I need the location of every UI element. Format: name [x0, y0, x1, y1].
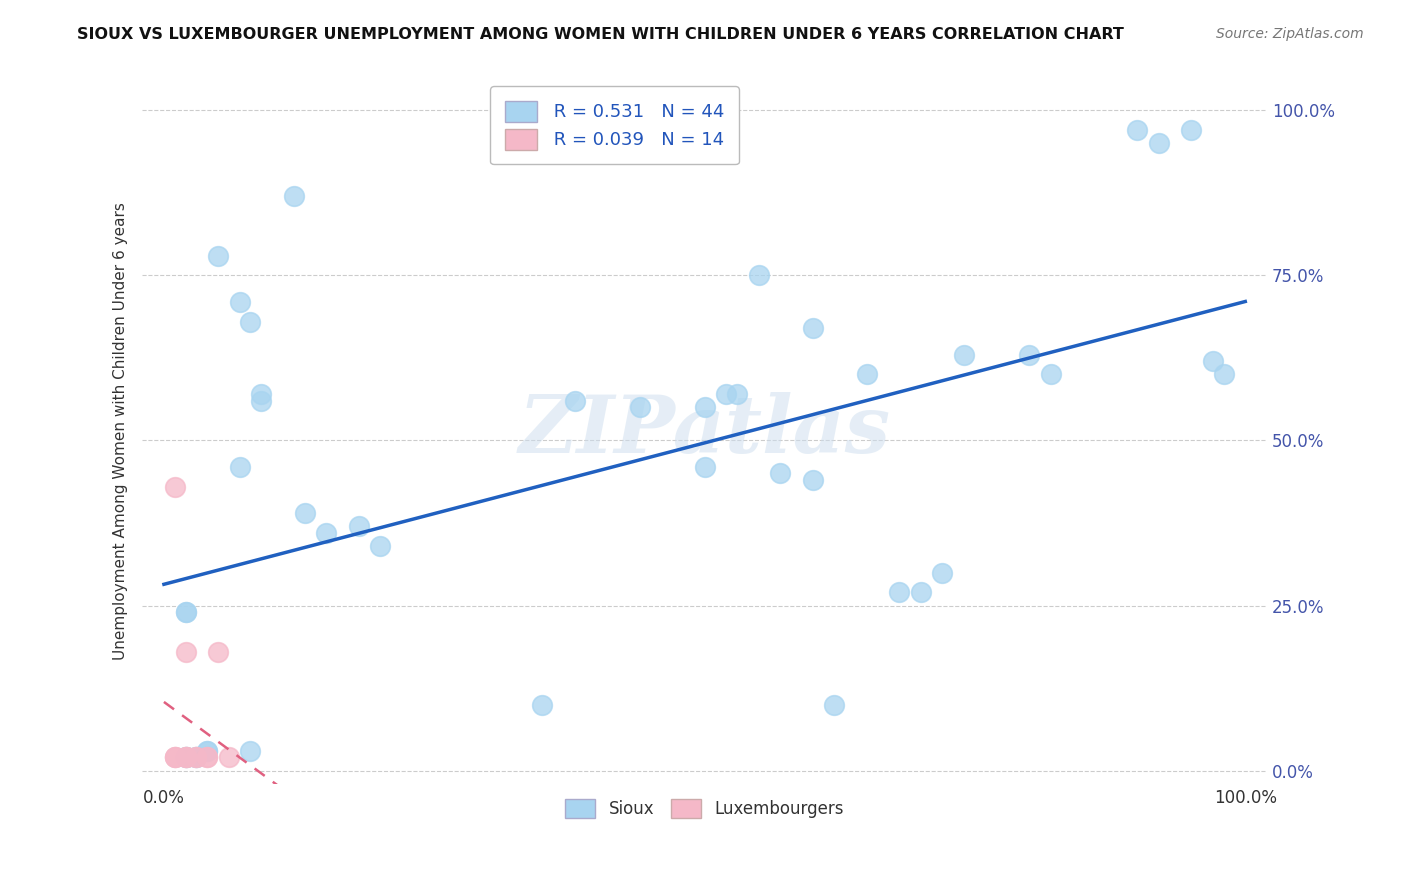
Point	[174, 750, 197, 764]
Text: ZIPatlas: ZIPatlas	[519, 392, 890, 469]
Point	[174, 750, 197, 764]
Point	[801, 473, 824, 487]
Point	[207, 645, 229, 659]
Point	[163, 750, 186, 764]
Point	[186, 750, 208, 764]
Point	[1180, 123, 1202, 137]
Point	[218, 750, 240, 764]
Point	[174, 750, 197, 764]
Point	[250, 393, 273, 408]
Point	[889, 585, 911, 599]
Point	[628, 401, 651, 415]
Point	[693, 401, 716, 415]
Point	[1202, 354, 1225, 368]
Point	[693, 459, 716, 474]
Point	[186, 750, 208, 764]
Point	[228, 459, 250, 474]
Y-axis label: Unemployment Among Women with Children Under 6 years: Unemployment Among Women with Children U…	[114, 202, 128, 659]
Point	[174, 750, 197, 764]
Point	[1212, 368, 1234, 382]
Point	[748, 268, 770, 283]
Point	[564, 393, 586, 408]
Point	[931, 566, 953, 580]
Point	[910, 585, 932, 599]
Point	[769, 467, 792, 481]
Point	[368, 539, 391, 553]
Point	[163, 480, 186, 494]
Point	[1147, 136, 1170, 151]
Point	[856, 368, 879, 382]
Point	[1039, 368, 1062, 382]
Point	[347, 519, 370, 533]
Point	[823, 698, 845, 712]
Point	[174, 645, 197, 659]
Point	[801, 321, 824, 335]
Point	[953, 348, 976, 362]
Point	[239, 744, 262, 758]
Point	[163, 750, 186, 764]
Point	[174, 605, 197, 619]
Text: SIOUX VS LUXEMBOURGER UNEMPLOYMENT AMONG WOMEN WITH CHILDREN UNDER 6 YEARS CORRE: SIOUX VS LUXEMBOURGER UNEMPLOYMENT AMONG…	[77, 27, 1125, 42]
Point	[250, 387, 273, 401]
Point	[195, 750, 218, 764]
Text: Source: ZipAtlas.com: Source: ZipAtlas.com	[1216, 27, 1364, 41]
Point	[716, 387, 738, 401]
Point	[1126, 123, 1149, 137]
Point	[186, 750, 208, 764]
Point	[195, 750, 218, 764]
Point	[239, 315, 262, 329]
Point	[315, 525, 337, 540]
Legend: Sioux, Luxembourgers: Sioux, Luxembourgers	[558, 792, 851, 825]
Point	[186, 750, 208, 764]
Point	[174, 750, 197, 764]
Point	[725, 387, 748, 401]
Point	[195, 744, 218, 758]
Point	[163, 750, 186, 764]
Point	[283, 189, 305, 203]
Point	[174, 605, 197, 619]
Point	[228, 294, 250, 309]
Point	[1018, 348, 1040, 362]
Point	[294, 506, 316, 520]
Point	[531, 698, 554, 712]
Point	[207, 249, 229, 263]
Point	[195, 744, 218, 758]
